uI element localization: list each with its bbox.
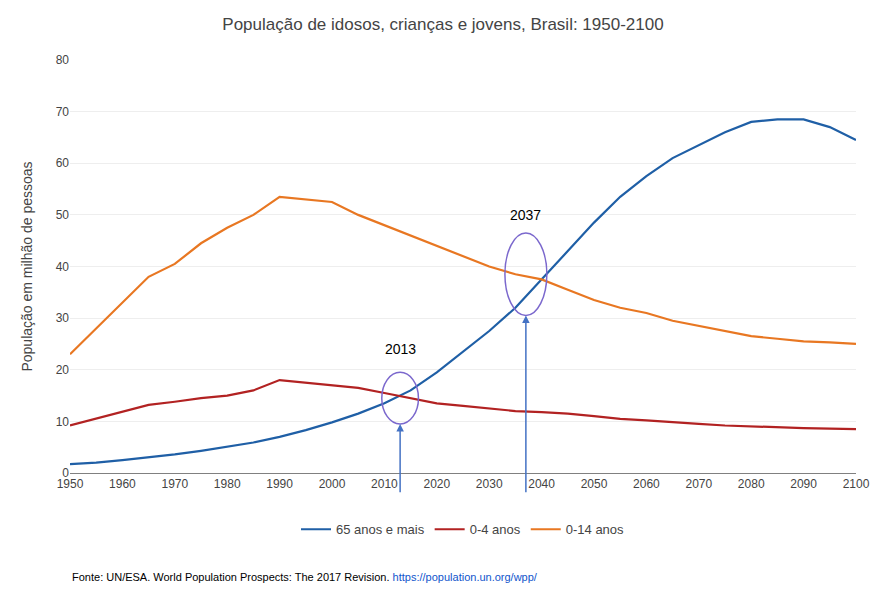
svg-text:30: 30 bbox=[56, 311, 70, 325]
svg-text:2070: 2070 bbox=[685, 477, 712, 491]
svg-text:1990: 1990 bbox=[266, 477, 293, 491]
svg-text:População de idosos, crianças: População de idosos, crianças e jovens, … bbox=[222, 15, 663, 34]
svg-text:2080: 2080 bbox=[738, 477, 765, 491]
svg-text:50: 50 bbox=[56, 208, 70, 222]
svg-text:0-4 anos: 0-4 anos bbox=[470, 522, 521, 537]
svg-text:2090: 2090 bbox=[790, 477, 817, 491]
svg-text:0-14 anos: 0-14 anos bbox=[566, 522, 624, 537]
svg-text:2040: 2040 bbox=[528, 477, 555, 491]
svg-text:1960: 1960 bbox=[109, 477, 136, 491]
svg-text:80: 80 bbox=[56, 53, 70, 67]
svg-text:65 anos e mais: 65 anos e mais bbox=[336, 522, 425, 537]
svg-text:2030: 2030 bbox=[476, 477, 503, 491]
svg-text:2020: 2020 bbox=[423, 477, 450, 491]
svg-text:2060: 2060 bbox=[633, 477, 660, 491]
svg-text:1950: 1950 bbox=[57, 477, 84, 491]
svg-text:1980: 1980 bbox=[214, 477, 241, 491]
svg-text:2010: 2010 bbox=[371, 477, 398, 491]
svg-text:1970: 1970 bbox=[161, 477, 188, 491]
svg-text:2013: 2013 bbox=[385, 341, 416, 357]
svg-text:10: 10 bbox=[56, 415, 70, 429]
svg-text:Fonte: UN/ESA. World Populatio: Fonte: UN/ESA. World Population Prospect… bbox=[72, 571, 538, 583]
svg-text:70: 70 bbox=[56, 105, 70, 119]
svg-text:2000: 2000 bbox=[319, 477, 346, 491]
svg-text:40: 40 bbox=[56, 260, 70, 274]
svg-text:2037: 2037 bbox=[510, 207, 541, 223]
svg-text:0: 0 bbox=[62, 466, 69, 480]
svg-text:20: 20 bbox=[56, 363, 70, 377]
svg-text:2100: 2100 bbox=[843, 477, 870, 491]
svg-text:População em milhão de pessoas: População em milhão de pessoas bbox=[19, 161, 35, 371]
svg-text:60: 60 bbox=[56, 156, 70, 170]
svg-text:2050: 2050 bbox=[581, 477, 608, 491]
